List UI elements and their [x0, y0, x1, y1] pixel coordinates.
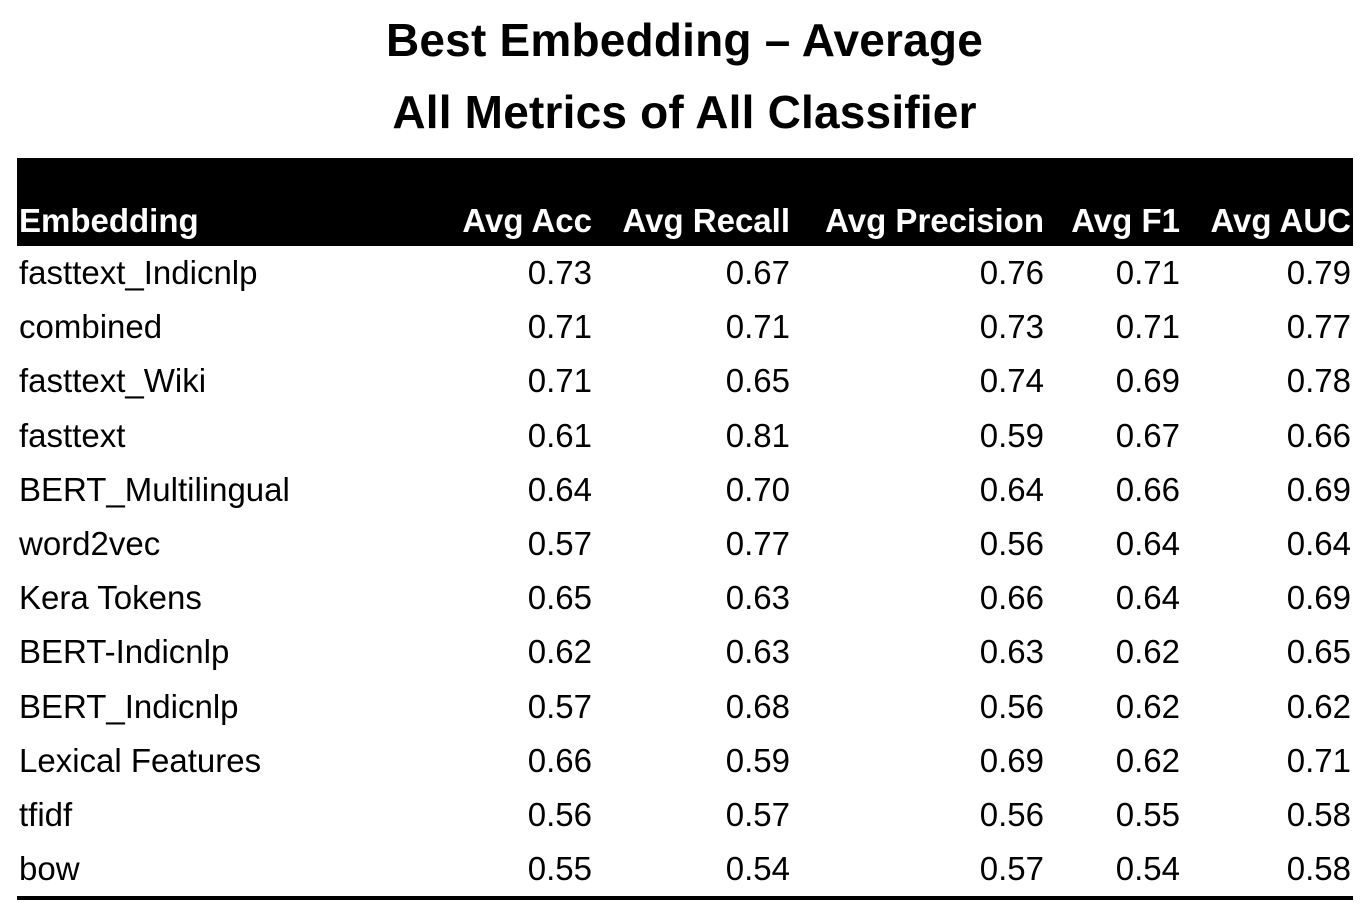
cell-avg-precision: 0.66 [979, 579, 1044, 617]
table-row: combined 0.71 0.71 0.73 0.71 0.77 [17, 300, 1353, 354]
cell-avg-auc: 0.58 [1286, 795, 1351, 833]
cell-avg-acc: 0.66 [527, 741, 592, 779]
column-header-avg-recall: Avg Recall [594, 158, 792, 246]
embedding-name-cell: Lexical Features [19, 741, 262, 779]
table-row: word2vec 0.57 0.77 0.56 0.64 0.64 [17, 517, 1353, 571]
cell-avg-f1: 0.66 [1115, 470, 1180, 508]
embedding-name-cell: BERT_Indicnlp [19, 687, 239, 725]
cell-avg-f1: 0.67 [1115, 416, 1180, 454]
cell-avg-recall: 0.59 [725, 741, 790, 779]
cell-avg-auc: 0.65 [1286, 633, 1351, 671]
table-row: bow 0.55 0.54 0.57 0.54 0.58 [17, 842, 1353, 901]
cell-avg-precision: 0.73 [979, 308, 1044, 346]
cell-avg-f1: 0.64 [1115, 579, 1180, 617]
cell-avg-f1: 0.69 [1115, 362, 1180, 400]
cell-avg-f1: 0.55 [1115, 795, 1180, 833]
cell-avg-precision: 0.56 [979, 525, 1044, 563]
cell-avg-f1: 0.54 [1046, 842, 1182, 901]
cell-avg-auc: 0.78 [1286, 362, 1351, 400]
table-row: BERT_Multilingual 0.64 0.70 0.64 0.66 0.69 [17, 463, 1353, 517]
embedding-name-cell: word2vec [19, 525, 161, 563]
cell-avg-recall: 0.65 [725, 362, 790, 400]
chart-title-block: Best Embedding – Average All Metrics of … [0, 4, 1369, 148]
cell-avg-acc: 0.71 [527, 362, 592, 400]
cell-avg-f1: 0.64 [1115, 525, 1180, 563]
embedding-name-cell: fasttext [19, 416, 126, 454]
cell-avg-acc: 0.65 [527, 579, 592, 617]
chart-title: Best Embedding – Average [385, 14, 983, 66]
table-row: fasttext_Wiki 0.71 0.65 0.74 0.69 0.78 [17, 354, 1353, 408]
embedding-name-cell: Kera Tokens [19, 579, 202, 617]
cell-avg-f1: 0.62 [1115, 687, 1180, 725]
cell-avg-recall: 0.63 [725, 579, 790, 617]
embedding-name-cell: bow [17, 842, 437, 901]
table-row: BERT-Indicnlp 0.62 0.63 0.63 0.62 0.65 [17, 625, 1353, 679]
embedding-name-cell: combined [19, 308, 163, 346]
cell-avg-precision: 0.76 [979, 254, 1044, 292]
cell-avg-auc: 0.64 [1286, 525, 1351, 563]
column-header-avg-auc: Avg AUC [1182, 158, 1353, 246]
table-header-row: Embedding Avg Acc Avg Recall Avg Precision A… [17, 158, 1353, 246]
cell-avg-recall: 0.63 [725, 633, 790, 671]
cell-avg-acc: 0.62 [527, 633, 592, 671]
embedding-name-cell: fasttext_Wiki [19, 362, 207, 400]
cell-avg-acc: 0.61 [527, 416, 592, 454]
cell-avg-f1: 0.71 [1115, 308, 1180, 346]
cell-avg-acc: 0.73 [527, 254, 592, 292]
cell-avg-precision: 0.57 [792, 842, 1046, 901]
cell-avg-recall: 0.70 [725, 470, 790, 508]
cell-avg-f1: 0.62 [1115, 741, 1180, 779]
table-row: Kera Tokens 0.65 0.63 0.66 0.64 0.69 [17, 571, 1353, 625]
column-header-embedding: Embedding [17, 158, 437, 246]
table-row: BERT_Indicnlp 0.57 0.68 0.56 0.62 0.62 [17, 680, 1353, 734]
table-row: fasttext 0.61 0.81 0.59 0.67 0.66 [17, 409, 1353, 463]
cell-avg-precision: 0.56 [979, 687, 1044, 725]
embedding-name-cell: BERT-Indicnlp [19, 633, 230, 671]
embedding-name-cell: fasttext_Indicnlp [19, 254, 258, 292]
column-header-avg-acc: Avg Acc [437, 158, 594, 246]
cell-avg-auc: 0.62 [1286, 687, 1351, 725]
cell-avg-f1: 0.62 [1115, 633, 1180, 671]
table-body: fasttext_Indicnlp 0.73 0.67 0.76 0.71 0.79 com… [17, 246, 1353, 901]
table-row: fasttext_Indicnlp 0.73 0.67 0.76 0.71 0.79 [17, 246, 1353, 300]
cell-avg-acc: 0.57 [527, 525, 592, 563]
cell-avg-recall: 0.54 [594, 842, 792, 901]
cell-avg-precision: 0.64 [979, 470, 1044, 508]
table-row: tfidf 0.56 0.57 0.56 0.55 0.58 [17, 788, 1353, 842]
embedding-name-cell: tfidf [19, 795, 73, 833]
cell-avg-acc: 0.55 [437, 842, 594, 901]
cell-avg-precision: 0.74 [979, 362, 1044, 400]
cell-avg-auc: 0.69 [1286, 579, 1351, 617]
cell-avg-precision: 0.69 [979, 741, 1044, 779]
metrics-table: Embedding Avg Acc Avg Recall Avg Precision A… [17, 158, 1353, 901]
cell-avg-acc: 0.71 [527, 308, 592, 346]
chart-subtitle: All Metrics of All Classifier [392, 86, 977, 138]
cell-avg-precision: 0.63 [979, 633, 1044, 671]
column-header-avg-f1: Avg F1 [1046, 158, 1182, 246]
cell-avg-auc: 0.71 [1286, 741, 1351, 779]
cell-avg-auc: 0.77 [1286, 308, 1351, 346]
cell-avg-acc: 0.56 [527, 795, 592, 833]
cell-avg-acc: 0.57 [527, 687, 592, 725]
cell-avg-auc: 0.58 [1182, 842, 1353, 901]
column-header-avg-precision: Avg Precision [792, 158, 1046, 246]
cell-avg-recall: 0.77 [725, 525, 790, 563]
cell-avg-acc: 0.64 [527, 470, 592, 508]
cell-avg-precision: 0.56 [979, 795, 1044, 833]
cell-avg-recall: 0.68 [725, 687, 790, 725]
cell-avg-recall: 0.57 [725, 795, 790, 833]
cell-avg-recall: 0.71 [725, 308, 790, 346]
cell-avg-recall: 0.81 [725, 416, 790, 454]
cell-avg-precision: 0.59 [979, 416, 1044, 454]
cell-avg-recall: 0.67 [725, 254, 790, 292]
cell-avg-auc: 0.69 [1286, 470, 1351, 508]
cell-avg-f1: 0.71 [1115, 254, 1180, 292]
embedding-name-cell: BERT_Multilingual [19, 470, 290, 508]
table-row: Lexical Features 0.66 0.59 0.69 0.62 0.71 [17, 734, 1353, 788]
cell-avg-auc: 0.66 [1286, 416, 1351, 454]
cell-avg-auc: 0.79 [1286, 254, 1351, 292]
